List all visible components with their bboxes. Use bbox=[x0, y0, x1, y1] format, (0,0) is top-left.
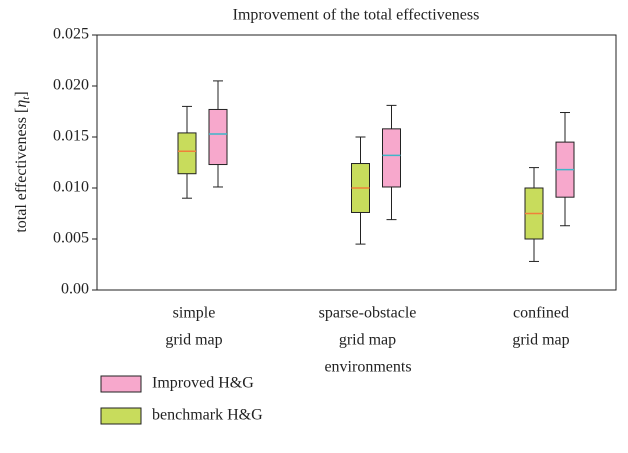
legend-swatch bbox=[100, 375, 142, 393]
y-tick-label: 0.010 bbox=[53, 179, 89, 196]
y-tick-label: 0.020 bbox=[53, 77, 89, 94]
y-tick-label: 0.00 bbox=[61, 281, 89, 298]
legend-label: benchmark H&G bbox=[152, 407, 263, 424]
x-tick-label: simple bbox=[173, 305, 216, 322]
x-tick-label: grid map bbox=[339, 332, 396, 349]
x-tick-label: grid map bbox=[165, 332, 222, 349]
box bbox=[177, 132, 197, 175]
y-tick-label: 0.015 bbox=[53, 128, 89, 145]
y-label-text: total effectiveness [ bbox=[13, 108, 30, 233]
x-tick-label: sparse-obstacle bbox=[319, 305, 417, 322]
box bbox=[208, 108, 228, 166]
box bbox=[382, 128, 401, 188]
plot-frame bbox=[96, 34, 617, 291]
y-tick-label: 0.005 bbox=[53, 230, 89, 247]
y-label-text: ] bbox=[13, 91, 30, 96]
legend-swatch bbox=[100, 407, 142, 425]
y-axis-label: total effectiveness [ηt] bbox=[13, 91, 32, 232]
x-tick-label: confined bbox=[513, 305, 569, 322]
x-tick-label: grid map bbox=[512, 332, 569, 349]
x-axis-label: environments bbox=[324, 359, 411, 376]
legend-label: Improved H&G bbox=[152, 375, 254, 392]
y-tick-label: 0.025 bbox=[53, 26, 89, 43]
chart-title: Improvement of the total effectiveness bbox=[233, 7, 480, 24]
y-label-symbol: η bbox=[13, 100, 30, 108]
y-label-subscript: t bbox=[20, 96, 32, 100]
